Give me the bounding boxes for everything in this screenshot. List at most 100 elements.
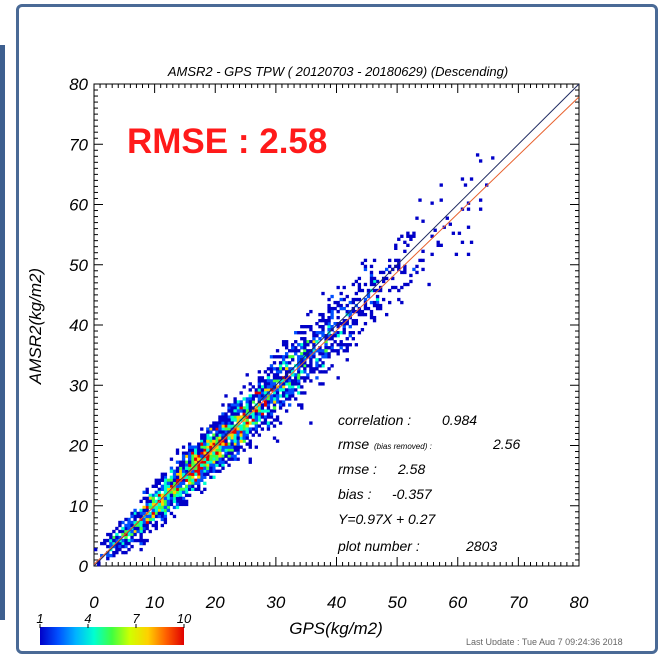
density-cell	[181, 460, 186, 464]
density-cell	[318, 318, 322, 323]
density-cell	[309, 328, 313, 332]
density-cell	[203, 481, 207, 485]
density-cell	[421, 219, 425, 223]
reference-line	[93, 83, 580, 567]
density-cell	[169, 499, 174, 504]
density-cell	[406, 243, 410, 247]
density-cell	[127, 547, 131, 552]
density-cell	[397, 267, 401, 272]
density-cell	[227, 415, 231, 419]
density-cell	[157, 487, 161, 492]
density-cell	[294, 331, 298, 335]
density-cell	[209, 430, 213, 434]
density-cell	[348, 334, 352, 338]
density-cell	[118, 520, 122, 525]
density-cell	[166, 502, 171, 507]
density-cell	[288, 376, 292, 380]
density-cell	[157, 514, 161, 519]
density-cell	[336, 309, 340, 314]
density-cell	[248, 427, 252, 431]
density-cell	[257, 388, 262, 392]
reference-line	[93, 96, 580, 565]
density-cell	[381, 270, 386, 275]
stats-block: correlation : 0.984 rmse (bias removed) …	[337, 412, 520, 554]
density-cell	[330, 315, 334, 320]
density-cell	[321, 382, 325, 386]
density-cell	[297, 373, 301, 377]
density-cell	[157, 508, 161, 513]
density-cell	[133, 538, 137, 543]
density-cell	[184, 466, 189, 470]
density-cell	[236, 415, 240, 419]
density-cell	[209, 424, 213, 428]
density-cell	[218, 430, 222, 434]
density-cell	[363, 297, 368, 302]
density-cell	[221, 430, 225, 434]
density-cell	[297, 331, 301, 335]
density-cell	[242, 433, 246, 437]
density-cell	[306, 364, 310, 368]
density-cell	[94, 547, 98, 552]
density-cell	[236, 406, 240, 410]
density-cell	[139, 511, 143, 516]
colorbar	[40, 627, 184, 645]
density-cell	[215, 463, 219, 467]
density-cell	[288, 388, 292, 392]
density-cell	[339, 346, 343, 350]
density-cell	[212, 451, 216, 455]
density-cell	[148, 514, 152, 519]
density-cell	[303, 331, 307, 335]
density-cell	[248, 415, 252, 419]
density-cell	[369, 315, 374, 320]
density-cell	[260, 391, 265, 395]
density-cell	[291, 394, 295, 398]
density-cell	[127, 517, 131, 522]
density-cell	[318, 352, 322, 356]
density-cell	[224, 448, 228, 452]
density-cell	[106, 556, 110, 561]
x-tick-label: 50	[388, 593, 407, 612]
density-cell	[275, 355, 280, 359]
density-cell	[339, 331, 343, 335]
density-cell	[187, 487, 192, 492]
density-cell	[351, 300, 355, 305]
density-cell	[227, 436, 231, 440]
density-cell	[315, 334, 319, 338]
density-cell	[154, 520, 158, 525]
density-cell	[133, 520, 137, 525]
y-tick-label: 60	[69, 196, 88, 215]
density-cell	[342, 343, 346, 347]
density-cell	[297, 355, 301, 359]
density-cell	[203, 445, 207, 449]
density-cell	[224, 442, 228, 446]
density-cell	[294, 352, 298, 356]
density-cell	[227, 409, 231, 413]
density-cell	[318, 325, 322, 329]
density-cell	[148, 520, 152, 525]
density-cell	[203, 472, 207, 476]
density-cell	[175, 478, 180, 482]
density-cell	[230, 439, 234, 443]
density-cell	[412, 234, 416, 238]
density-cell	[257, 433, 262, 437]
density-cell	[288, 349, 292, 353]
density-cell	[272, 436, 277, 440]
density-cell	[194, 451, 198, 455]
density-cell	[124, 517, 128, 522]
density-cell	[303, 337, 307, 341]
density-cell	[309, 421, 313, 425]
density-cell	[230, 433, 234, 437]
density-cell	[145, 505, 149, 510]
density-cell	[375, 300, 380, 305]
density-cell	[169, 481, 174, 485]
density-cell	[436, 240, 440, 244]
density-cell	[163, 478, 168, 482]
density-cell	[236, 430, 240, 434]
density-cell	[284, 397, 289, 401]
density-cell	[239, 415, 243, 419]
density-cell	[300, 376, 304, 380]
density-cell	[212, 475, 216, 479]
density-cell	[200, 442, 204, 446]
density-cell	[142, 508, 146, 513]
density-cell	[275, 370, 280, 374]
